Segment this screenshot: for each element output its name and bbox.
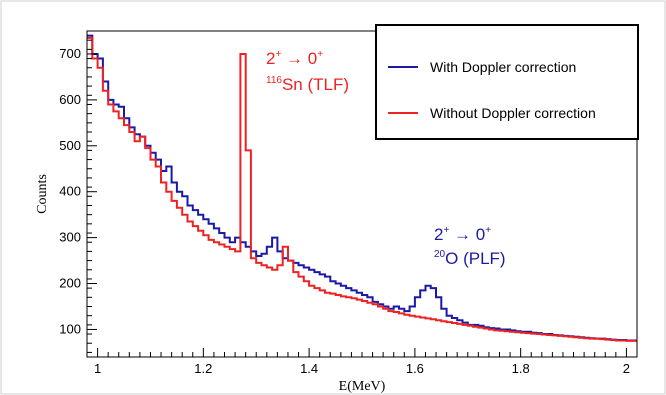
- y-tick-label: 300: [59, 230, 81, 245]
- x-tick-label: 1.4: [300, 361, 318, 376]
- y-tick-label: 500: [59, 138, 81, 153]
- y-tick-label: 400: [59, 184, 81, 199]
- annotation-tlf-nucleus: 116Sn (TLF): [266, 75, 349, 94]
- legend-label-without-doppler: Without Doppler correction: [430, 105, 596, 121]
- legend-box: [375, 24, 639, 140]
- series-without-doppler: [87, 36, 637, 342]
- x-tick-label: 1.2: [194, 361, 212, 376]
- y-axis-title: Counts: [35, 174, 50, 214]
- annotation-plf: 2+ → 0+ 20O (PLF): [434, 225, 506, 268]
- annotation-plf-transition: 2+ → 0+: [434, 225, 491, 244]
- x-tick-label: 1.8: [512, 361, 530, 376]
- x-tick-label: 1: [94, 361, 101, 376]
- y-tick-label: 200: [59, 276, 81, 291]
- y-axis: 100 200 300 400 500 600 700: [59, 30, 97, 353]
- y-tick-label: 100: [59, 321, 81, 336]
- x-tick-label: 1.6: [406, 361, 424, 376]
- annotation-tlf: 2+ → 0+ 116Sn (TLF): [266, 49, 349, 94]
- series-layer: [87, 34, 637, 342]
- annotation-plf-nucleus: 20O (PLF): [434, 249, 506, 268]
- x-tick-label: 2: [623, 361, 630, 376]
- y-tick-label: 700: [59, 46, 81, 61]
- y-tick-label: 600: [59, 92, 81, 107]
- x-axis-title: E(MeV): [339, 379, 386, 394]
- x-axis: 1 1.2 1.4 1.6 1.8 2: [94, 348, 638, 376]
- legend: With Doppler correction Without Doppler …: [375, 24, 639, 140]
- annotation-tlf-transition: 2+ → 0+: [266, 49, 323, 68]
- legend-label-with-doppler: With Doppler correction: [430, 59, 576, 75]
